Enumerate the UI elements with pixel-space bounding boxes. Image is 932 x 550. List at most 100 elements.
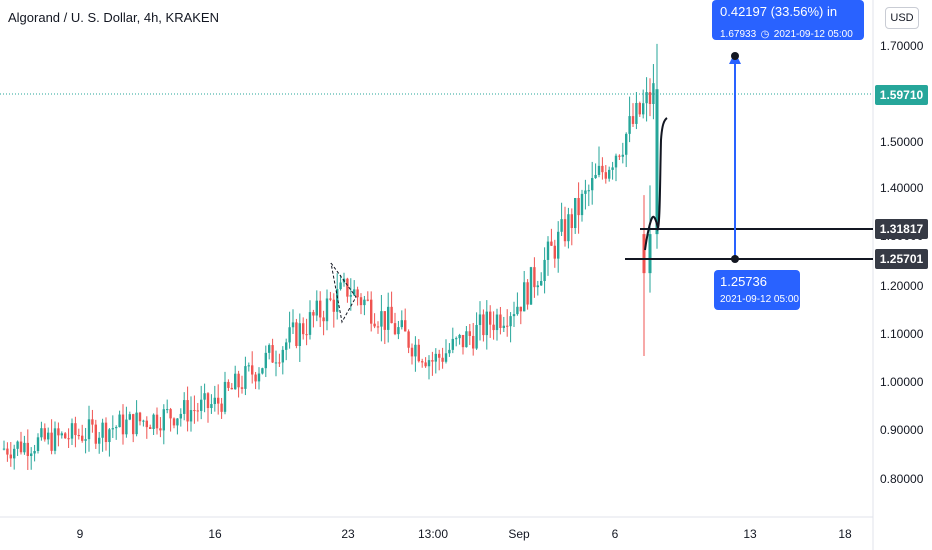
candle-body (383, 311, 386, 330)
candle-body (489, 311, 492, 325)
candle-body (101, 422, 104, 438)
measure-result-box[interactable]: 0.42197 (33.56%) in 1.67933 ◷ 2021-09-12… (712, 0, 864, 40)
candle-body (475, 325, 478, 349)
candle-body (43, 428, 46, 440)
candle-body (251, 365, 254, 375)
candle-body (502, 325, 505, 328)
candle-body (36, 437, 40, 452)
candle-body (397, 327, 400, 335)
candle-body (142, 420, 145, 422)
candle-body (472, 335, 475, 349)
candle-body (370, 299, 373, 324)
measure-start-price: 1.25736 (720, 274, 767, 289)
candle-body (135, 412, 138, 435)
candle-body (404, 320, 407, 332)
candle-body (94, 424, 97, 444)
candle-body (16, 441, 19, 449)
candle-body (149, 427, 152, 429)
x-tick: 23 (341, 527, 355, 541)
triangle-drawing[interactable] (330, 262, 357, 324)
candle-body (2, 448, 6, 450)
candle-body (353, 289, 356, 296)
measure-start-box[interactable]: 1.25736 2021-09-12 05:00 (714, 270, 800, 310)
candle-body (529, 267, 533, 305)
level-upper-tag: 1.31817 (875, 219, 928, 239)
candle-body (373, 323, 376, 327)
candle-body (359, 297, 363, 306)
candle-body (482, 314, 485, 336)
candle-body (434, 353, 437, 362)
candle-body (560, 219, 563, 232)
measure-end-point[interactable] (731, 52, 739, 60)
candle-body (87, 419, 91, 440)
y-tick: 1.50000 (880, 135, 924, 149)
candle-body (203, 393, 206, 400)
candle-body (254, 374, 257, 382)
candle-body (349, 295, 352, 297)
candle-body (9, 454, 12, 459)
measure-target-price: 1.67933 (720, 29, 757, 40)
x-tick: Sep (508, 527, 530, 541)
candle-body (57, 428, 60, 436)
candle-body (325, 298, 329, 322)
candle-body (563, 219, 567, 242)
x-tick: 6 (611, 527, 619, 541)
candle-body (244, 366, 247, 389)
candle-body (223, 381, 227, 412)
candle-body (570, 214, 573, 229)
candle-body (206, 393, 210, 409)
candle-body (19, 441, 23, 453)
candle-body (512, 314, 516, 317)
candle-body (516, 306, 519, 315)
candle-body (380, 311, 383, 327)
candle-body (478, 314, 482, 326)
candle-body (81, 435, 84, 441)
candle-body (642, 234, 646, 274)
candle-body (155, 414, 159, 429)
candle-body (540, 281, 543, 286)
candle-body (281, 349, 284, 363)
candle-body (553, 245, 556, 259)
y-tick: 1.70000 (880, 39, 924, 53)
candle-body (587, 190, 590, 192)
candle-body (274, 362, 278, 364)
candle-body (115, 427, 118, 429)
candle-body (495, 314, 499, 331)
candle-body (431, 360, 434, 362)
brush-drawing[interactable] (644, 117, 668, 251)
candle-body (13, 448, 16, 459)
candle-body (40, 428, 43, 438)
candle-body (638, 102, 641, 115)
candle-body (295, 322, 298, 346)
candle-body (407, 331, 410, 348)
measure-target-time: 2021-09-12 05:00 (773, 29, 853, 40)
candle-body (108, 429, 111, 443)
candle-body (441, 357, 444, 362)
candle-body (591, 178, 594, 191)
candle-body (47, 432, 50, 440)
candle-body (237, 373, 240, 388)
candle-body (455, 338, 458, 340)
candle-body (601, 165, 604, 173)
candle-body (121, 414, 125, 435)
candle-body (166, 409, 169, 411)
candle-body (393, 323, 397, 335)
y-tick: 1.10000 (880, 327, 924, 341)
candle-body (179, 413, 182, 419)
candle-body (308, 312, 312, 335)
candle-body (465, 331, 468, 348)
last-price-tag: 1.59710 (875, 85, 928, 105)
candle-body (584, 190, 587, 194)
candle-body (125, 419, 128, 435)
candle-body (30, 453, 33, 457)
candle-body (67, 438, 70, 440)
candle-body (574, 198, 577, 229)
currency-button[interactable]: USD (885, 7, 919, 29)
candle-body (526, 282, 529, 305)
candle-body (614, 155, 618, 168)
candle-body (363, 299, 366, 306)
candle-body (193, 410, 196, 412)
candle-body (492, 324, 495, 331)
measure-start-point[interactable] (731, 255, 739, 263)
